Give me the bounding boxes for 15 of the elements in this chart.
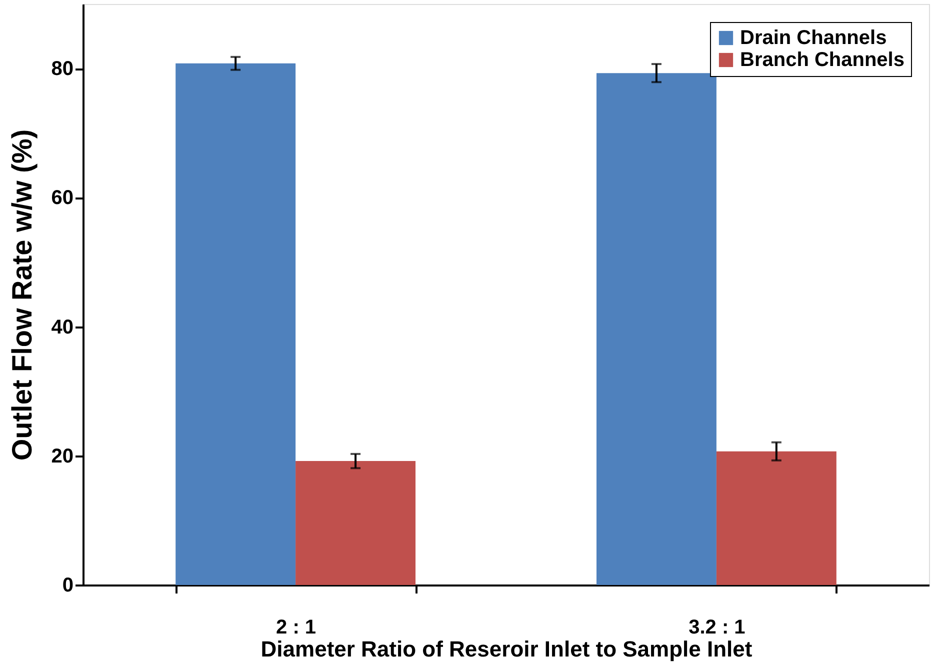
y-tick-label: 20 (51, 445, 74, 468)
legend-label: Drain Channels (740, 27, 887, 49)
y-tick-label: 0 (62, 574, 74, 596)
bar (296, 461, 416, 585)
y-axis-title: Outlet Flow Rate w/w (%) (6, 129, 38, 461)
x-axis-title: Diameter Ratio of Reseroir Inlet to Sample Inlet (260, 636, 753, 662)
y-tick-label: 80 (51, 58, 74, 80)
y-tick-label: 40 (51, 316, 74, 338)
legend-label: Branch Channels (740, 49, 904, 71)
y-tick-label: 60 (51, 187, 74, 210)
x-tick-label: 2 : 1 (276, 616, 316, 638)
bar (716, 451, 836, 585)
bar (176, 63, 296, 585)
bar (596, 73, 716, 585)
x-tick-label: 3.2 : 1 (688, 616, 746, 638)
